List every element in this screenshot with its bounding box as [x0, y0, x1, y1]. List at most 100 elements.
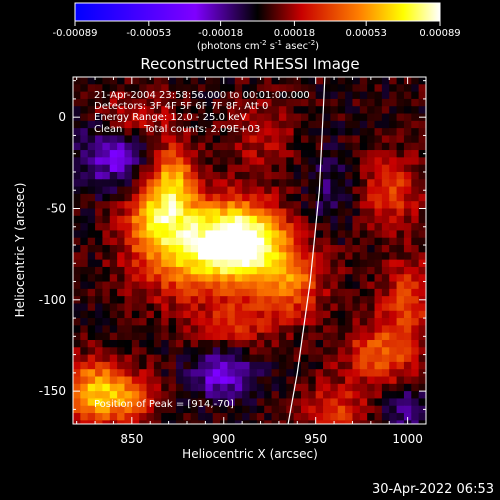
- heatmap-cell: [205, 354, 214, 363]
- heatmap-cell: [323, 296, 331, 305]
- heatmap-cell: [198, 259, 206, 268]
- heatmap-cell: [139, 193, 148, 202]
- heatmap-cell: [146, 120, 155, 129]
- heatmap-cell: [359, 120, 368, 129]
- heatmap-cell: [367, 296, 376, 305]
- heatmap-cell: [153, 274, 162, 283]
- heatmap-cell: [315, 259, 324, 268]
- heatmap-cell: [161, 208, 170, 217]
- heatmap-cell: [139, 339, 148, 348]
- heatmap-cell: [227, 106, 236, 115]
- heatmap-cell: [389, 230, 398, 239]
- heatmap-cell: [337, 186, 346, 195]
- heatmap-cell: [80, 369, 89, 378]
- heatmap-cell: [198, 215, 206, 224]
- heatmap-cell: [381, 186, 390, 195]
- heatmap-cell: [205, 201, 214, 210]
- heatmap-cell: [308, 106, 317, 115]
- heatmap-cell: [359, 274, 368, 283]
- heatmap-cell: [73, 106, 81, 115]
- heatmap-cell: [286, 383, 295, 392]
- heatmap-cell: [95, 179, 104, 188]
- heatmap-cell: [249, 223, 258, 232]
- heatmap-cell: [411, 347, 420, 356]
- heatmap-cell: [418, 77, 426, 85]
- heatmap-cell: [286, 98, 295, 107]
- heatmap-cell: [227, 274, 236, 283]
- heatmap-cell: [271, 413, 280, 421]
- heatmap-cell: [183, 318, 192, 326]
- heatmap-cell: [109, 259, 118, 268]
- heatmap-cell: [264, 288, 273, 297]
- heatmap-cell: [389, 157, 398, 166]
- heatmap-cell: [286, 347, 295, 356]
- heatmap-cell: [102, 84, 111, 93]
- heatmap-cell: [256, 376, 265, 385]
- heatmap-cell: [396, 113, 405, 122]
- heatmap-cell: [249, 208, 258, 217]
- heatmap-cell: [278, 84, 287, 93]
- heatmap-cell: [278, 171, 287, 180]
- heatmap-cell: [102, 266, 111, 275]
- heatmap-cell: [323, 281, 331, 290]
- heatmap-cell: [131, 113, 140, 122]
- heatmap-cell: [286, 398, 295, 407]
- heatmap-cell: [95, 420, 104, 424]
- heatmap-cell: [73, 230, 81, 239]
- heatmap-cell: [242, 135, 251, 144]
- heatmap-cell: [323, 150, 331, 158]
- heatmap-cell: [411, 186, 420, 195]
- heatmap-cell: [278, 135, 287, 144]
- heatmap-cell: [242, 223, 251, 232]
- heatmap-cell: [161, 259, 170, 268]
- heatmap-cell: [308, 98, 317, 107]
- heatmap-cell: [345, 281, 354, 290]
- heatmap-cell: [278, 354, 287, 363]
- heatmap-cell: [286, 208, 295, 217]
- heatmap-cell: [109, 405, 118, 414]
- info-time-range: 21-Apr-2004 23:58:56.000 to 00:01:00.000: [94, 90, 310, 101]
- heatmap-cell: [249, 179, 258, 188]
- heatmap-cell: [161, 179, 170, 188]
- heatmap-cell: [124, 420, 133, 424]
- heatmap-cell: [153, 237, 162, 246]
- heatmap-cell: [242, 266, 251, 275]
- heatmap-cell: [190, 179, 199, 188]
- heatmap-cell: [374, 252, 383, 261]
- heatmap-cell: [109, 164, 118, 173]
- heatmap-cell: [256, 281, 265, 290]
- heatmap-cell: [367, 135, 376, 144]
- heatmap-cell: [190, 171, 199, 180]
- heatmap-cell: [205, 215, 214, 224]
- heatmap-cell: [381, 223, 390, 232]
- heatmap-cell: [190, 77, 199, 85]
- heatmap-cell: [161, 288, 170, 297]
- heatmap-cell: [352, 339, 361, 348]
- heatmap-cell: [183, 281, 192, 290]
- heatmap-cell: [367, 113, 376, 122]
- heatmap-cell: [374, 310, 383, 319]
- heatmap-cell: [124, 237, 133, 246]
- heatmap-cell: [396, 201, 405, 210]
- heatmap-cell: [330, 230, 339, 239]
- heatmap-cell: [352, 325, 361, 334]
- heatmap-cell: [124, 98, 133, 107]
- heatmap-cell: [300, 215, 309, 224]
- heatmap-cell: [95, 332, 104, 341]
- heatmap-cell: [190, 106, 199, 115]
- heatmap-cell: [139, 354, 148, 363]
- heatmap-cell: [256, 77, 265, 85]
- heatmap-cell: [278, 193, 287, 202]
- heatmap-cell: [300, 281, 309, 290]
- heatmap-cell: [381, 150, 390, 158]
- heatmap-cell: [352, 354, 361, 363]
- heatmap-cell: [234, 135, 243, 144]
- heatmap-cell: [271, 361, 280, 370]
- heatmap-cell: [80, 98, 89, 107]
- heatmap-cell: [293, 274, 302, 283]
- heatmap-cell: [190, 347, 199, 356]
- heatmap-cell: [175, 91, 184, 100]
- heatmap-cell: [212, 347, 221, 356]
- heatmap-cell: [315, 135, 324, 144]
- heatmap-cell: [161, 303, 170, 312]
